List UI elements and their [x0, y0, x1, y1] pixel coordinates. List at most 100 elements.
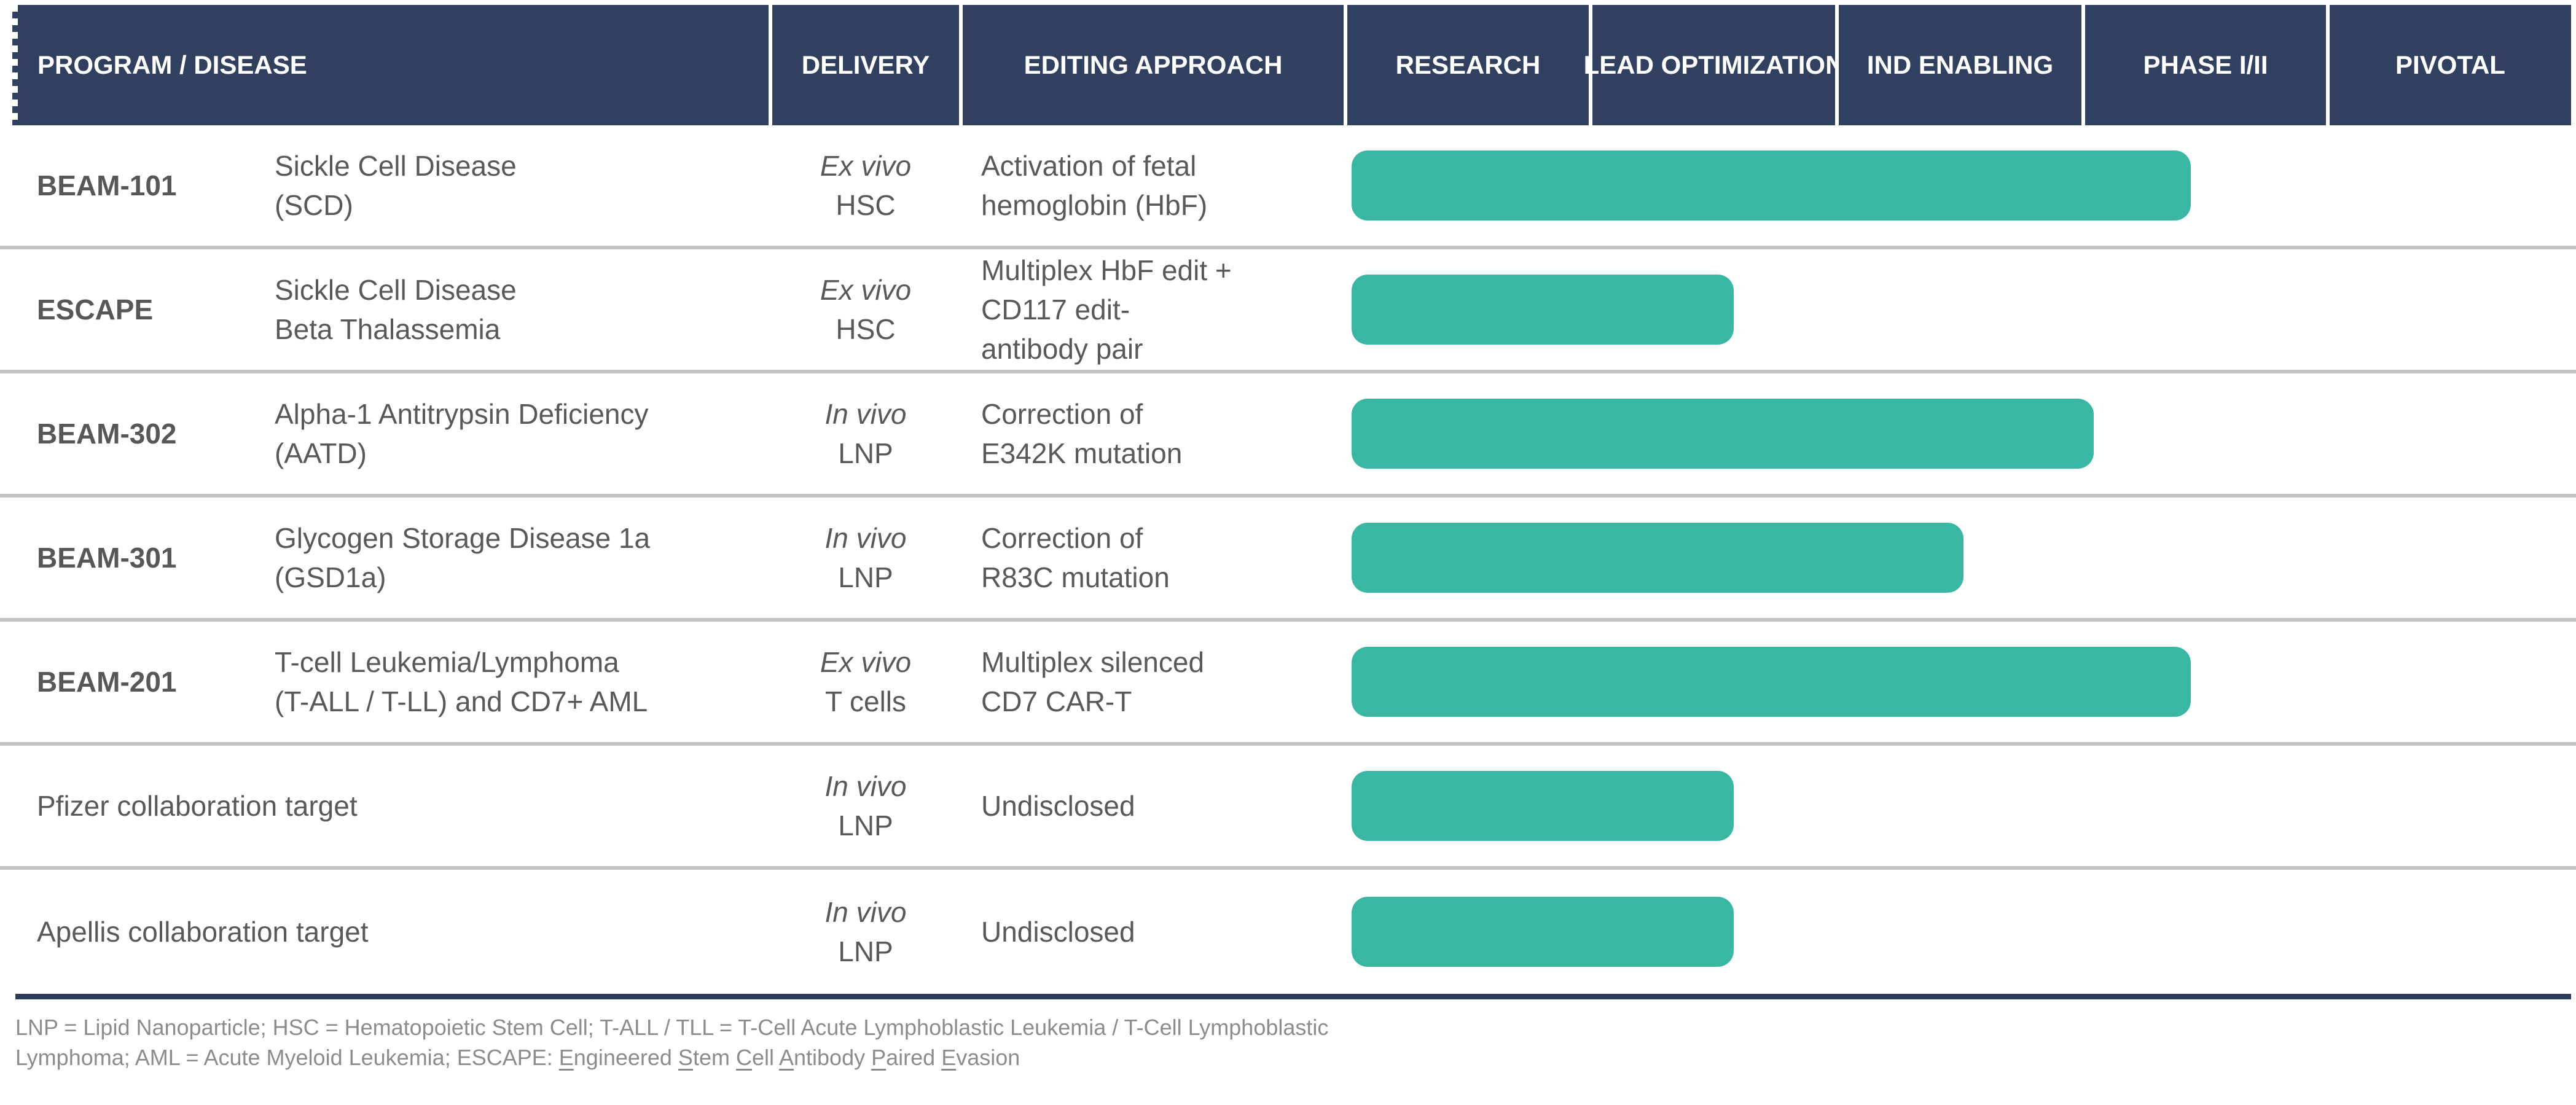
- disease-line: T-cell Leukemia/Lymphoma: [275, 646, 619, 678]
- delivery-cell: In vivo LNP: [772, 746, 959, 866]
- delivery-cell: Ex vivo T cells: [772, 622, 959, 742]
- footnote-line-2: Lymphoma; AML = Acute Myeloid Leukemia; …: [15, 1042, 2104, 1072]
- delivery-line: Ex vivo: [820, 646, 912, 678]
- delivery-lines: Ex vivo HSC: [820, 270, 911, 349]
- selection-dashes-artifact: [12, 5, 18, 125]
- program-name: BEAM-101: [37, 170, 177, 201]
- editing-line: Multiplex silenced: [981, 646, 1205, 678]
- escape-initial-letter: C: [735, 1045, 752, 1070]
- stage-progress-bar: [1352, 771, 1734, 841]
- delivery-cell: Ex vivo HSC: [772, 249, 959, 370]
- delivery-line: HSC: [836, 313, 896, 345]
- editing-line: Correction of: [981, 522, 1143, 554]
- delivery-line: LNP: [838, 437, 893, 469]
- escape-word-rest: ntibody: [794, 1045, 872, 1070]
- editing-approach-cell: Undisclosed: [981, 746, 1350, 866]
- disease-cell: Sickle Cell Disease (SCD): [275, 125, 766, 246]
- disease-line: Sickle Cell Disease: [275, 274, 517, 306]
- program-name: Pfizer collaboration target: [37, 790, 358, 822]
- delivery-cell: Ex vivo HSC: [772, 125, 959, 246]
- header-cell-delivery: DELIVERY: [772, 5, 959, 125]
- editing-lines: Undisclosed: [981, 786, 1135, 826]
- pipeline-row: Pfizer collaboration target In vivo LNP U…: [0, 746, 2576, 870]
- pipeline-row: BEAM-201 T-cell Leukemia/Lymphoma (T-ALL …: [0, 622, 2576, 746]
- disease-cell: [275, 870, 766, 994]
- stage-progress-bar: [1352, 523, 1963, 593]
- editing-approach-cell: Multiplex silenced CD7 CAR-T: [981, 622, 1350, 742]
- pipeline-row: Apellis collaboration target In vivo LNP …: [0, 870, 2576, 994]
- editing-approach-cell: Multiplex HbF edit + CD117 edit-antibody …: [981, 249, 1350, 370]
- disease-line: (GSD1a): [275, 561, 386, 593]
- delivery-lines: Ex vivo HSC: [820, 146, 911, 225]
- header-cell-research: RESEARCH: [1347, 5, 1589, 125]
- delivery-line: HSC: [836, 189, 896, 221]
- escape-word-rest: ell: [751, 1045, 779, 1070]
- editing-lines: Undisclosed: [981, 912, 1135, 951]
- program-name: BEAM-301: [37, 542, 177, 574]
- disease-lines: Sickle Cell Disease Beta Thalassemia: [275, 270, 517, 349]
- editing-line: Correction of: [981, 398, 1143, 430]
- program-name: BEAM-302: [37, 418, 177, 450]
- editing-line: E342K mutation: [981, 437, 1183, 469]
- editing-line: Undisclosed: [981, 790, 1135, 822]
- escape-initial-letter: E: [941, 1045, 957, 1070]
- editing-lines: Correction of E342K mutation: [981, 394, 1182, 473]
- editing-lines: Correction of R83C mutation: [981, 518, 1170, 597]
- stage-progress-bar: [1352, 399, 2094, 469]
- delivery-lines: In vivo LNP: [825, 518, 907, 597]
- editing-lines: Multiplex HbF edit + CD117 edit-antibody …: [981, 251, 1232, 369]
- delivery-line: Ex vivo: [820, 150, 912, 182]
- editing-line: CD7 CAR-T: [981, 685, 1132, 717]
- stage-progress-bar: [1352, 150, 2191, 221]
- delivery-line: LNP: [838, 935, 893, 967]
- delivery-line: LNP: [838, 810, 893, 841]
- footnote: LNP = Lipid Nanoparticle; HSC = Hematopo…: [15, 1012, 2104, 1072]
- delivery-lines: In vivo LNP: [825, 767, 907, 845]
- header-cell-lead-optimization: LEAD OPTIMIZATION: [1584, 5, 1844, 125]
- delivery-line: T cells: [824, 685, 907, 717]
- escape-initial-letter: A: [779, 1045, 794, 1070]
- editing-line: antibody pair: [981, 333, 1143, 365]
- delivery-cell: In vivo LNP: [772, 870, 959, 994]
- editing-approach-cell: Activation of fetal hemoglobin (HbF): [981, 125, 1350, 246]
- editing-line: CD117 edit-: [981, 294, 1130, 326]
- disease-lines: Alpha-1 Antitrypsin Deficiency (AATD): [275, 394, 649, 473]
- editing-lines: Activation of fetal hemoglobin (HbF): [981, 146, 1207, 225]
- delivery-line: In vivo: [824, 522, 907, 554]
- disease-cell: [275, 746, 766, 866]
- program-name: Apellis collaboration target: [37, 916, 369, 948]
- header-cell-program-disease: PROGRAM / DISEASE: [15, 5, 769, 125]
- delivery-cell: In vivo LNP: [772, 373, 959, 494]
- disease-line: Beta Thalassemia: [275, 313, 501, 345]
- header-cell-ind-enabling: IND ENABLING: [1839, 5, 2081, 125]
- escape-initial-letter: P: [871, 1045, 887, 1070]
- disease-line: Sickle Cell Disease: [275, 150, 517, 182]
- delivery-lines: In vivo LNP: [825, 892, 907, 971]
- header-cell-editing-approach: EDITING APPROACH: [963, 5, 1344, 125]
- escape-word-rest: vasion: [956, 1045, 1020, 1070]
- editing-approach-cell: Undisclosed: [981, 870, 1350, 994]
- pipeline-row: BEAM-101 Sickle Cell Disease (SCD) Ex viv…: [0, 125, 2576, 249]
- stage-progress-bar: [1352, 275, 1734, 345]
- escape-initial-letter: S: [678, 1045, 693, 1070]
- delivery-line: Ex vivo: [820, 274, 912, 306]
- editing-line: Activation of fetal: [981, 150, 1197, 182]
- pipeline-row: ESCAPE Sickle Cell Disease Beta Thalassem…: [0, 249, 2576, 373]
- disease-line: (SCD): [275, 189, 353, 221]
- program-name: ESCAPE: [37, 294, 154, 326]
- pipeline-row: BEAM-301 Glycogen Storage Disease 1a (GSD…: [0, 498, 2576, 622]
- escape-initial-letter: E: [558, 1045, 574, 1070]
- header-cell-pivotal: PIVOTAL: [2330, 5, 2571, 125]
- disease-line: Glycogen Storage Disease 1a: [275, 522, 651, 554]
- delivery-line: LNP: [838, 561, 893, 593]
- disease-lines: T-cell Leukemia/Lymphoma (T-ALL / T-LL) a…: [275, 642, 648, 721]
- delivery-lines: In vivo LNP: [825, 394, 907, 473]
- disease-cell: Glycogen Storage Disease 1a (GSD1a): [275, 498, 766, 618]
- disease-cell: T-cell Leukemia/Lymphoma (T-ALL / T-LL) a…: [275, 622, 766, 742]
- header-cell-phase-1-2: PHASE I/II: [2085, 5, 2326, 125]
- stage-progress-bar: [1352, 897, 1734, 967]
- delivery-line: In vivo: [824, 398, 907, 430]
- delivery-line: In vivo: [824, 896, 907, 928]
- pipeline-row: BEAM-302 Alpha-1 Antitrypsin Deficiency (…: [0, 373, 2576, 498]
- stage-progress-bar: [1352, 647, 2191, 717]
